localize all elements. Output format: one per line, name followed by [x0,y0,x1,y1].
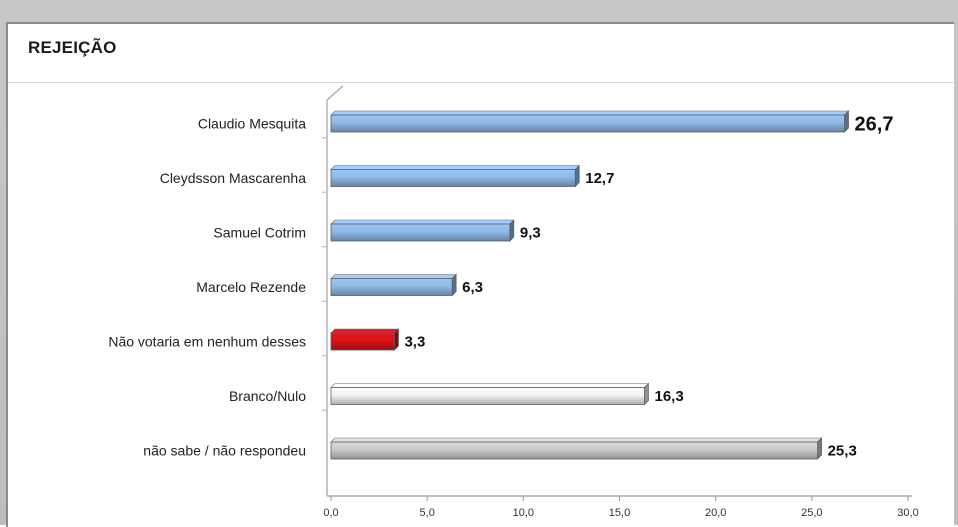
bar [330,169,576,187]
bar [330,441,819,460]
data-label: 6,3 [462,279,483,296]
data-label: 16,3 [655,388,684,405]
bar-top-face [330,328,400,334]
x-tick-label: 25,0 [801,507,822,519]
category-label: Claudio Mesquita [198,116,306,132]
bar-top-face [330,383,650,388]
bar [330,278,453,296]
data-label: 12,7 [585,170,614,187]
bar-top-face [330,165,580,170]
bar-top-face [330,110,850,116]
category-label: Branco/Nulo [229,388,306,404]
data-label: 26,7 [855,114,894,136]
bar [330,332,395,351]
category-label: Não votaria em nenhum desses [108,334,306,350]
bar-end-face [574,164,580,188]
bar-top-face [330,437,823,443]
bar-top-face [330,219,515,225]
category-label: Cleydsson Mascarenha [160,170,307,186]
bar-end-face [394,328,399,351]
data-label: 25,3 [828,443,857,460]
x-tick-label: 5,0 [420,507,435,519]
bar [330,387,645,405]
bar-top-face [330,274,457,279]
chart-title: REJEIÇÃO [28,38,117,57]
chart-header: REJEIÇÃO [8,24,954,83]
bar-end-face [844,110,849,133]
bar [330,223,511,242]
data-label: 9,3 [520,225,541,242]
x-tick-label: 10,0 [513,507,534,519]
category-label: Samuel Cotrim [213,225,306,241]
category-label: Marcelo Rezende [196,279,306,295]
x-tick-label: 0,0 [323,507,338,519]
bar-end-face [644,382,649,406]
x-tick-label: 20,0 [705,507,726,519]
axis-wall [326,85,344,496]
bar-end-face [451,273,457,297]
data-label: 3,3 [404,334,425,351]
bar-end-face [509,219,515,242]
x-tick-label: 30,0 [897,507,918,519]
x-tick-label: 15,0 [609,507,630,519]
bar [330,114,845,133]
bar-end-face [817,437,822,460]
category-label: não sabe / não respondeu [143,443,306,459]
